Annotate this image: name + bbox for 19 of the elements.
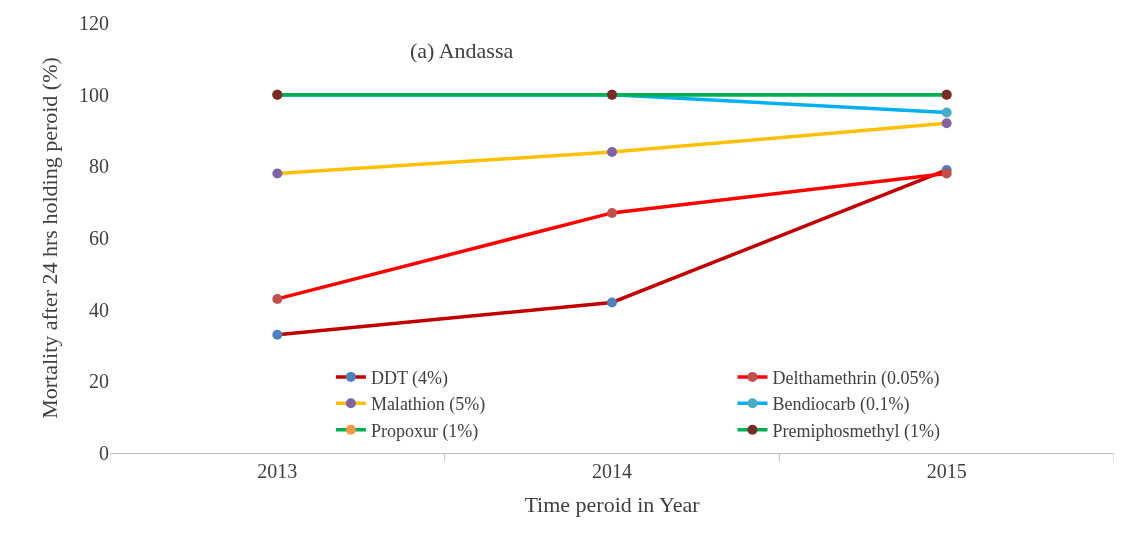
y-tick-label: 20 (89, 370, 109, 393)
legend-label: DDT (4%) (370, 367, 449, 389)
x-tick-label: 2014 (592, 460, 632, 482)
y-tick-label: 0 (99, 442, 109, 464)
legend-label: Premiphosmethyl (1%) (772, 420, 940, 442)
y-tick-label: 60 (89, 227, 109, 249)
y-tick-label: 120 (79, 12, 109, 34)
x-tick-label: 2015 (926, 460, 967, 482)
y-tick-label: 40 (89, 298, 109, 321)
legend-label: Bendiocarb (0.1%) (772, 394, 910, 416)
y-axis-title: Mortality after 24 hrs holding peroid (%) (36, 57, 62, 419)
y-tick-label: 100 (79, 83, 109, 106)
x-axis-title: Time peroid in Year (524, 491, 701, 517)
y-tick-label: 80 (89, 155, 109, 178)
legend-label: Malathion (5%) (370, 394, 486, 416)
text: (a) Andassa (410, 38, 514, 63)
legend-label: Delthamethrin (0.05%) (772, 367, 940, 389)
x-tick-label: 2013 (257, 460, 298, 482)
legend-label: Propoxur (1%) (370, 420, 479, 442)
